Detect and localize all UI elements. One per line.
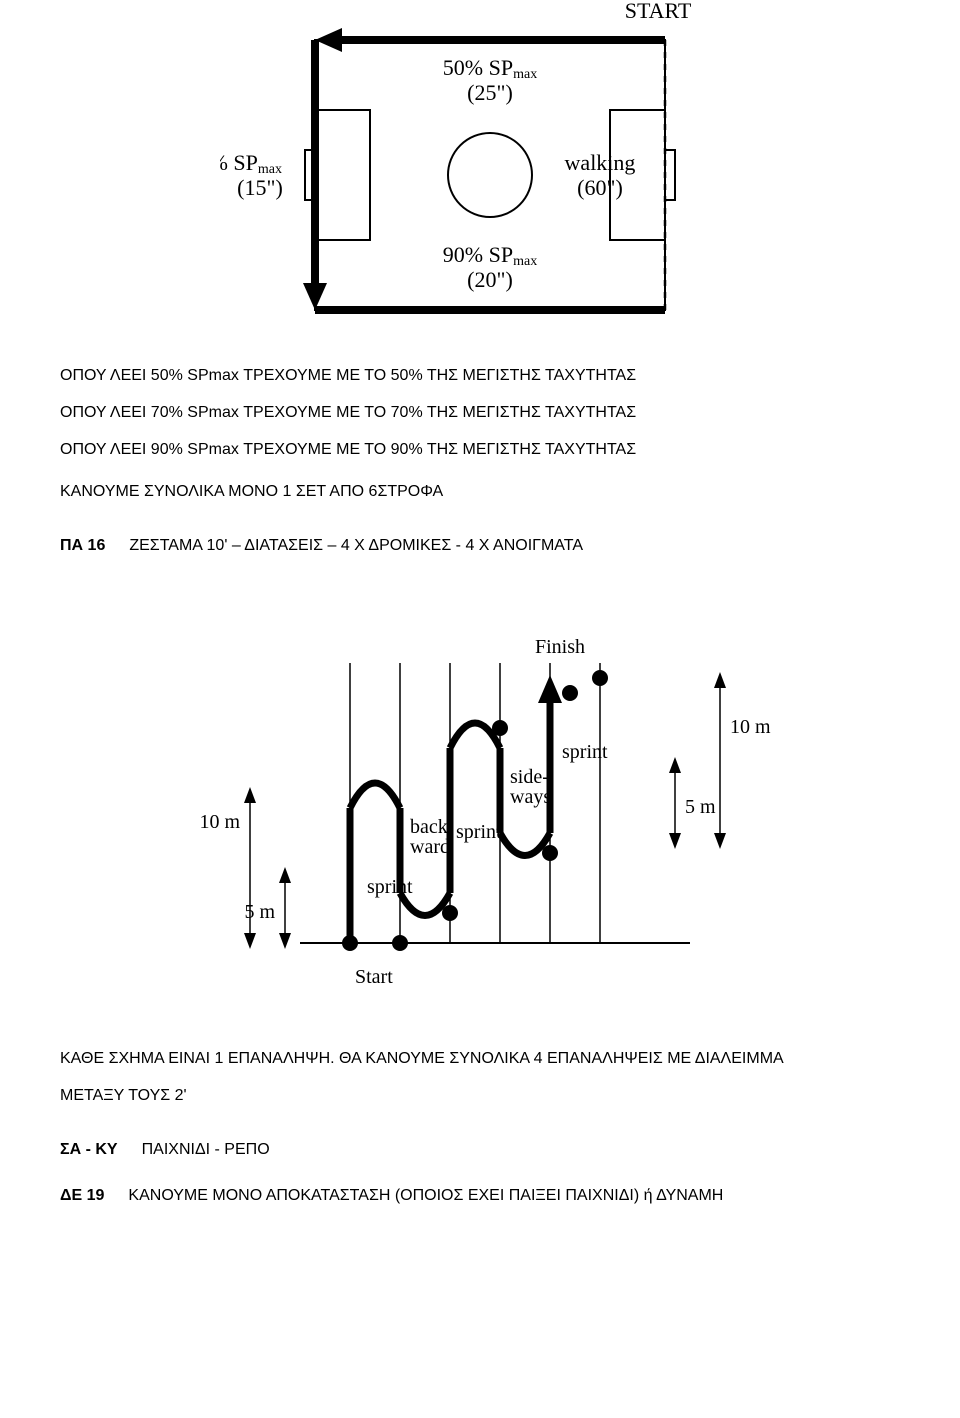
figure-2-svg: Finish Start sprint back ward sprint sid… xyxy=(130,583,830,1023)
svg-text:(20"): (20") xyxy=(467,267,513,292)
svg-text:70% SPmax: 70% SPmax xyxy=(220,150,282,177)
svg-text:(25"): (25") xyxy=(467,80,513,105)
svg-text:Start: Start xyxy=(355,966,393,988)
svg-text:50% SPmax: 50% SPmax xyxy=(443,55,537,82)
svg-text:sprint: sprint xyxy=(367,876,413,898)
text-90pct: ΟΠΟΥ ΛΕΕΙ 90% SPmax ΤΡΕΧΟΥΜΕ ΜΕ ΤΟ 90% Τ… xyxy=(60,438,900,461)
text-50pct: ΟΠΟΥ ΛΕΕΙ 50% SPmax ΤΡΕΧΟΥΜΕ ΜΕ ΤΟ 50% Τ… xyxy=(60,364,900,387)
svg-text:10 m: 10 m xyxy=(199,811,240,833)
pa16-code: ΠΑ 16 xyxy=(60,537,105,555)
svg-text:90% SPmax: 90% SPmax xyxy=(443,242,537,269)
pa16-text: ΖΕΣΤΑΜΑ 10' – ΔΙΑΤΑΣΕΙΣ – 4 Χ ΔΡΟΜΙΚΕΣ -… xyxy=(129,537,583,555)
svg-text:back: back xyxy=(410,816,448,838)
figure-1-svg: START xyxy=(220,0,740,340)
pa16-row: ΠΑ 16 ΖΕΣΤΑΜΑ 10' – ΔΙΑΤΑΣΕΙΣ – 4 Χ ΔΡΟΜ… xyxy=(60,537,900,555)
svg-text:5 m: 5 m xyxy=(244,901,275,923)
sa-ky-row: ΣΑ - ΚΥ ΠΑΙΧΝΙΔΙ - ΡΕΠΟ xyxy=(60,1141,900,1159)
svg-text:side-: side- xyxy=(510,766,549,788)
svg-text:5 m: 5 m xyxy=(685,796,716,818)
svg-text:sprint: sprint xyxy=(562,741,608,763)
figure-2-wrap: Finish Start sprint back ward sprint sid… xyxy=(60,583,900,1023)
svg-text:(60"): (60") xyxy=(577,175,623,200)
de19-code: ΔΕ 19 xyxy=(60,1187,104,1205)
text-sets: ΚΑΝΟΥΜΕ ΣΥΝΟΛΙΚΑ ΜΟΝΟ 1 ΣΕΤ ΑΠΟ 6ΣΤΡΟΦΑ xyxy=(60,480,900,503)
de19-row: ΔΕ 19 ΚΑΝΟΥΜΕ ΜΟΝΟ ΑΠΟΚΑΤΑΣΤΑΣΗ (ΟΠΟΙΟΣ … xyxy=(60,1187,900,1205)
svg-text:sprint: sprint xyxy=(456,821,502,843)
de19-text: ΚΑΝΟΥΜΕ ΜΟΝΟ ΑΠΟΚΑΤΑΣΤΑΣΗ (ΟΠΟΙΟΣ ΕΧΕΙ Π… xyxy=(128,1187,723,1205)
svg-text:10 m: 10 m xyxy=(730,716,771,738)
sa-ky-code: ΣΑ - ΚΥ xyxy=(60,1141,118,1159)
svg-text:walking: walking xyxy=(565,150,636,175)
figure-1-wrap: START xyxy=(60,0,900,340)
caption2-l2: ΜΕΤΑΞΥ ΤΟΥΣ 2' xyxy=(60,1084,900,1107)
svg-text:ways: ways xyxy=(510,786,551,808)
svg-text:(15"): (15") xyxy=(237,175,283,200)
text-70pct: ΟΠΟΥ ΛΕΕΙ 70% SPmax ΤΡΕΧΟΥΜΕ ΜΕ ΤΟ 70% Τ… xyxy=(60,401,900,424)
caption2-l1: ΚΑΘΕ ΣΧΗΜΑ ΕΙΝΑΙ 1 ΕΠΑΝΑΛΗΨΗ. ΘΑ ΚΑΝΟΥΜΕ… xyxy=(60,1047,900,1070)
sa-ky-text: ΠΑΙΧΝΙΔΙ - ΡΕΠΟ xyxy=(142,1141,270,1159)
page-root: START xyxy=(0,0,960,1245)
svg-text:START: START xyxy=(625,0,692,23)
svg-text:Finish: Finish xyxy=(535,636,585,658)
svg-text:ward: ward xyxy=(410,836,450,858)
